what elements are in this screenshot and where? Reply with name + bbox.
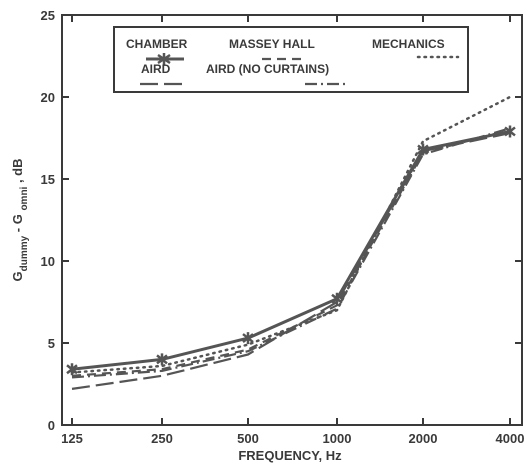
series-line-massey-hall	[71, 128, 511, 377]
legend-label-massey-hall: MASSEY HALL	[229, 37, 315, 51]
x-tick-label-500: 500	[237, 431, 259, 446]
series-line-aird-no-curtains	[71, 127, 511, 379]
legend-sample-chamber	[146, 53, 184, 65]
y-tick-label-0: 0	[48, 418, 55, 433]
y-tick-label-15: 15	[41, 172, 55, 187]
y-axis-title: Gdummy - G omni , dB	[10, 158, 30, 281]
point-chamber-500	[242, 332, 254, 345]
point-chamber-250	[156, 353, 168, 366]
legend-label-aird: AIRD	[141, 62, 171, 76]
x-tick-label-250: 250	[151, 431, 173, 446]
x-tick-label-4000: 4000	[496, 431, 525, 446]
y-tick-label-10: 10	[41, 254, 55, 269]
x-tick-label-1000: 1000	[323, 431, 352, 446]
y-axis-title-prefix: G	[10, 271, 25, 281]
x-tick-label-125: 125	[61, 431, 83, 446]
legend-label-mechanics: MECHANICS	[372, 37, 445, 51]
y-tick-label-20: 20	[41, 90, 55, 105]
y-axis-title-suffix: , dB	[10, 158, 25, 186]
plot-frame	[61, 14, 523, 426]
legend-label-chamber: CHAMBER	[126, 37, 188, 51]
ticks: 0 5 10 15 20 25 125 250 500 1000 2000 4000	[41, 8, 525, 446]
y-tick-label-25: 25	[41, 8, 55, 23]
legend: CHAMBER MASSEY HALL MECHANICS AIRD AIRD …	[113, 26, 469, 93]
series-layer	[66, 95, 516, 390]
series-line-chamber	[71, 129, 511, 371]
series-line-aird	[71, 132, 511, 390]
y-axis-title-sub2: omni	[19, 186, 30, 210]
x-tick-label-2000: 2000	[409, 431, 438, 446]
x-axis-title: FREQUENCY, Hz	[238, 448, 342, 463]
legend-label-aird-no-curtains: AIRD (NO CURTAINS)	[206, 62, 329, 76]
y-tick-label-5: 5	[48, 336, 55, 351]
y-axis-title-mid: - G	[10, 211, 25, 236]
y-axis-title-sub1: dummy	[19, 235, 30, 271]
